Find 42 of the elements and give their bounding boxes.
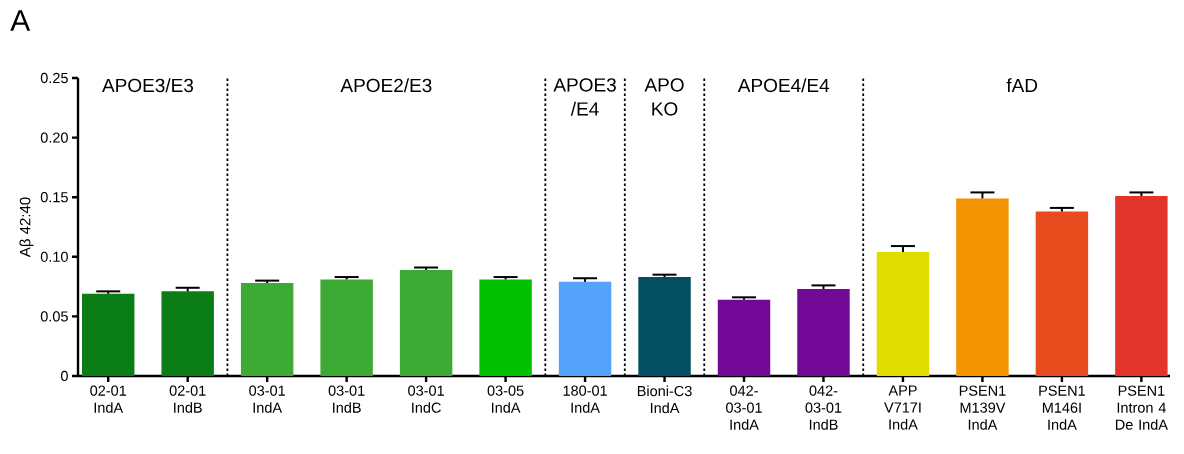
bar — [399, 269, 453, 376]
chart-title: A — [10, 10, 31, 31]
y-tick-label: 0 — [60, 370, 68, 382]
x-tick-label: 03-01 IndC — [408, 385, 444, 413]
y-tick-label: 0.05 — [40, 311, 68, 322]
x-tick-label: 180-01 IndA — [563, 385, 607, 413]
bar — [797, 288, 850, 376]
annotation: APOE3/E3 — [102, 78, 194, 93]
x-tick-label: 03-01 IndA — [249, 385, 285, 413]
y-tick-label: 0.20 — [40, 132, 68, 143]
x-tick-label: 042-03-01 IndA — [726, 385, 762, 430]
annotation: APOE3 /E4 — [553, 78, 616, 116]
x-tick-label: 02-01 IndB — [169, 385, 206, 413]
y-tick-label: 0.15 — [40, 192, 68, 203]
bar — [81, 293, 135, 376]
bar — [956, 198, 1009, 376]
x-tick-label: PSEN1 M146I IndA — [1039, 385, 1085, 430]
x-tick-label: PSEN1 Intron 4 De IndA — [1115, 385, 1168, 430]
x-tick-label: 03-01 IndB — [328, 385, 365, 413]
annotation: APO KO — [644, 78, 684, 116]
bar — [1035, 211, 1089, 376]
x-tick-label: Bioni-C3 IndA — [637, 385, 692, 414]
bar — [320, 279, 373, 376]
y-tick-label: 0.10 — [40, 251, 68, 262]
x-tick-label: 02-01 IndA — [90, 385, 127, 413]
bar — [479, 279, 532, 376]
x-tick-label: 03-05 IndA — [487, 385, 524, 413]
y-axis-title: Aβ 42:40 — [19, 197, 34, 258]
annotation: APOE4/E4 — [737, 78, 830, 93]
bar — [161, 291, 214, 376]
x-tick-label: 042-03-01 IndB — [805, 385, 842, 430]
x-tick-label: PSEN1 M139V IndA — [959, 385, 1006, 430]
bar — [558, 281, 612, 376]
bar — [638, 277, 691, 376]
bar — [717, 299, 771, 376]
bar — [1115, 196, 1168, 376]
bar — [876, 252, 930, 376]
annotation: APOE2/E3 — [340, 78, 432, 93]
y-tick-label: 0.25 — [40, 72, 68, 84]
x-tick-label: APP V717I IndA — [884, 385, 921, 430]
annotation: fAD — [1006, 78, 1038, 92]
bar — [240, 283, 294, 376]
